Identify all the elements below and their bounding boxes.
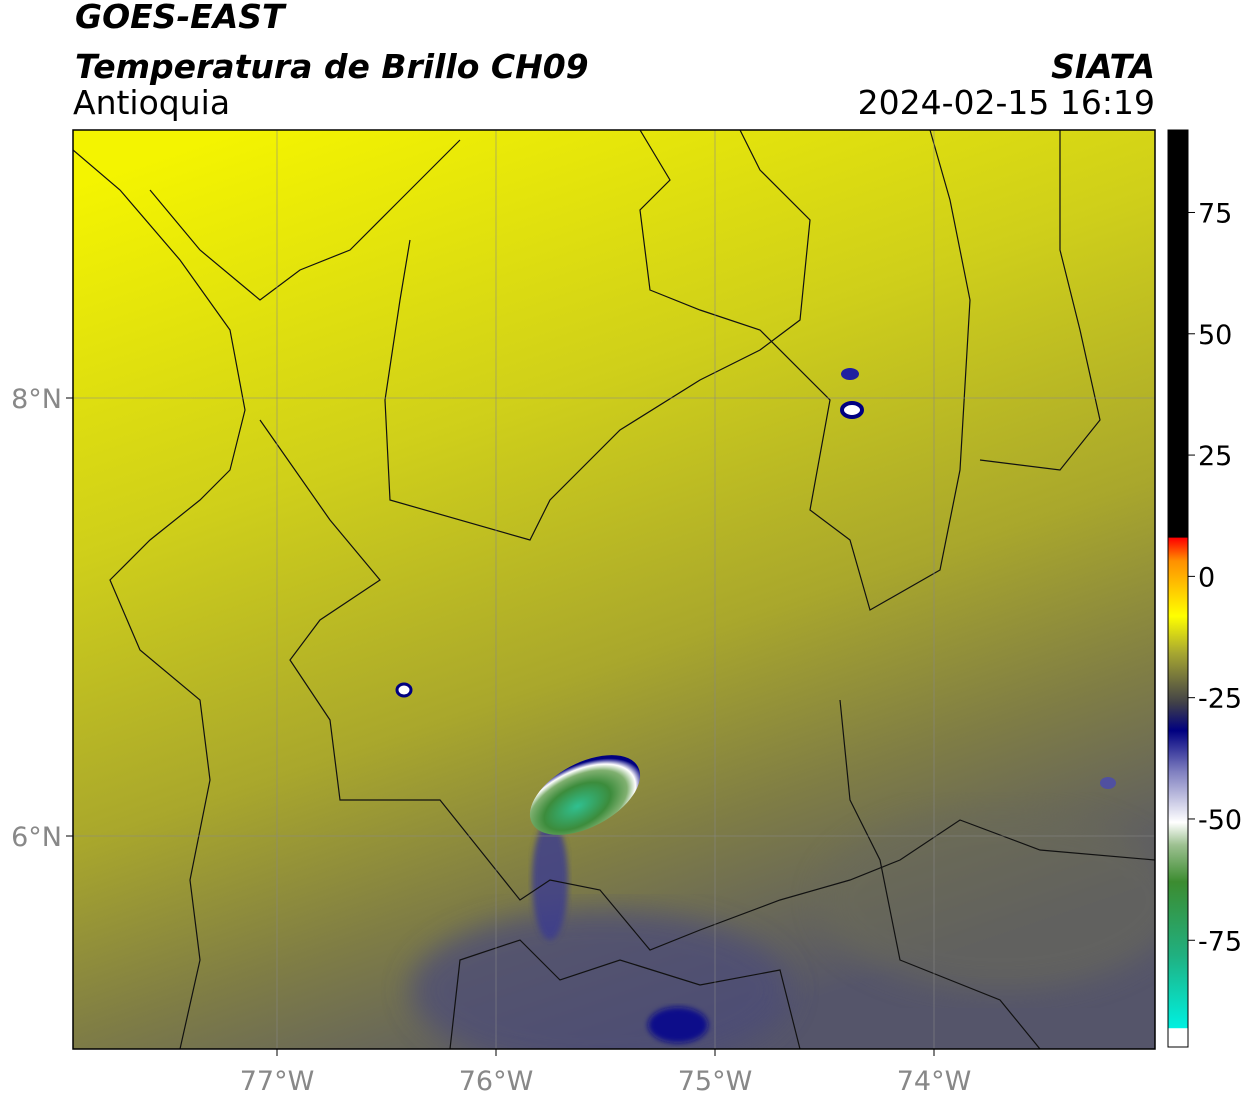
storm-cell: [1100, 777, 1116, 789]
colorbar-tick-label: 0: [1198, 562, 1215, 593]
lat-tick-label: 6°N: [11, 822, 62, 853]
storm-cell: [648, 1007, 708, 1043]
storm-cell: [529, 755, 641, 835]
lon-tick-label: 74°W: [897, 1066, 972, 1097]
region: Antioquia: [73, 83, 230, 122]
map-frame: [72, 129, 1156, 1050]
graticule: [73, 130, 1155, 1049]
lat-tick-label: 8°N: [11, 384, 62, 415]
cold-area: [820, 810, 1155, 990]
subtitle: Temperatura de Brillo CH09: [75, 47, 589, 86]
colorbar-tick-label: -25: [1198, 684, 1242, 715]
storm-cell: [395, 682, 413, 698]
datetime: 2024-02-15 16:19: [858, 83, 1155, 122]
map: [73, 130, 1155, 1049]
title: GOES-EAST: [75, 0, 287, 36]
storm-cell: [841, 368, 859, 380]
colorbar-tick-label: -50: [1198, 805, 1242, 836]
lon-tick-label: 76°W: [459, 1066, 534, 1097]
colorbar-tick-label: 50: [1198, 320, 1232, 351]
colorbar: [1167, 129, 1189, 1048]
cold-area: [410, 910, 790, 1049]
lon-tick-label: 75°W: [678, 1066, 753, 1097]
borders: [73, 130, 1155, 1049]
colorbar-tick-label: -75: [1198, 926, 1242, 957]
colorbar-tick-label: 75: [1198, 198, 1232, 229]
source: SIATA: [1051, 47, 1155, 86]
lon-tick-label: 77°W: [240, 1066, 315, 1097]
colorbar-tick-label: 25: [1198, 441, 1232, 472]
storm-cell: [840, 401, 864, 419]
